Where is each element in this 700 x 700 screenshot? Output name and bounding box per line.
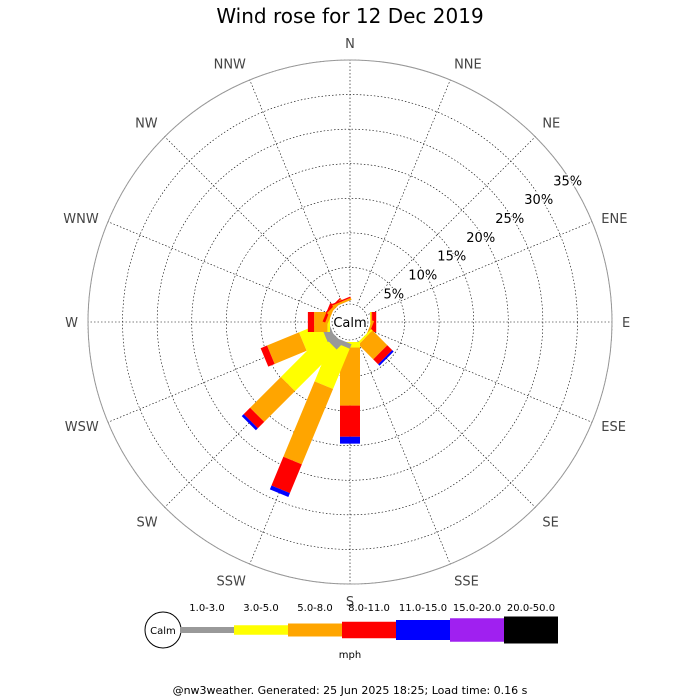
bar-segment-w-3	[307, 312, 315, 332]
grid-ring	[260, 232, 440, 412]
bar-segment-w-2	[314, 312, 328, 332]
radial-tick-label: 25%	[495, 212, 524, 227]
bar-nnw	[331, 296, 352, 308]
direction-label-wsw: WSW	[65, 420, 99, 435]
legend-swatch	[342, 621, 396, 639]
bar-segment-s-2	[340, 347, 360, 406]
direction-label-wnw: WNW	[63, 212, 99, 227]
direction-label-w: W	[65, 316, 78, 331]
direction-label-sse: SSE	[454, 574, 479, 589]
direction-label-sw: SW	[137, 515, 158, 530]
legend-swatch	[504, 616, 558, 644]
radial-tick-label: 30%	[524, 193, 553, 208]
bar-sw	[241, 329, 343, 431]
bar-segment-ssw-2	[283, 381, 334, 465]
chart-title: Wind rose for 12 Dec 2019	[216, 4, 484, 28]
direction-label-ssw: SSW	[217, 574, 247, 589]
bar-segment-s-4	[340, 436, 360, 444]
legend-label: 15.0-20.0	[453, 603, 501, 614]
grid-ring	[191, 163, 509, 481]
spoke-wnw	[107, 221, 332, 315]
bar-segment-sw-2	[250, 376, 296, 422]
legend-unit-label: mph	[339, 650, 361, 661]
bar-se	[357, 329, 394, 366]
bar-segment-ssw-4	[269, 485, 290, 497]
radial-tick-label: 10%	[408, 268, 437, 283]
legend-swatch	[180, 627, 234, 633]
legend-label: 20.0-50.0	[507, 603, 555, 614]
legend-label: 3.0-5.0	[243, 603, 278, 614]
calm-label: Calm	[333, 316, 366, 331]
speed-legend: Calm 1.0-3.0 3.0-5.0 5.0-8.0 8.0-11.0 11.0-15…	[144, 603, 558, 661]
direction-label-se: SE	[542, 515, 558, 530]
bar-segment-wsw-3	[260, 345, 275, 367]
direction-label-ne: NE	[542, 117, 560, 132]
direction-label-nne: NNE	[454, 58, 482, 73]
radial-tick-labels: 5% 10%15%20%25%30%35%	[382, 173, 583, 303]
direction-label-nnw: NNW	[214, 58, 246, 73]
bar-ssw	[269, 336, 352, 497]
bar-segment-sw-1	[280, 335, 337, 392]
legend-label: 8.0-11.0	[348, 603, 390, 614]
footer-text: @nw3weather. Generated: 25 Jun 2025 18:2…	[172, 684, 528, 697]
radial-tick-label: 35%	[553, 174, 582, 189]
calm-ring	[331, 303, 369, 341]
direction-label-ene: ENE	[601, 212, 627, 227]
bar-segment-ssw-3	[271, 456, 302, 494]
grid-ring	[295, 267, 405, 377]
radial-tick-label: 5%	[383, 287, 404, 302]
bar-segment-se-4	[378, 350, 394, 366]
bar-segment-s-3	[340, 405, 360, 437]
bar-segment-ssw-1	[314, 341, 350, 390]
bar-segment-se-1	[357, 329, 373, 345]
bar-segment-sw-4	[241, 414, 258, 431]
direction-label-n: N	[345, 37, 355, 52]
radial-tick-label: 15%	[437, 250, 466, 265]
legend-label: 5.0-8.0	[297, 603, 332, 614]
direction-label-e: E	[622, 316, 630, 331]
direction-label-s: S	[346, 595, 354, 610]
spoke-sse	[357, 340, 451, 565]
legend-swatch	[288, 623, 342, 637]
calm-circle: Calm	[331, 303, 369, 341]
spoke-se	[363, 335, 536, 508]
radial-tick-label: 20%	[466, 231, 495, 246]
legend-calm-label: Calm	[150, 626, 176, 637]
legend-swatch	[234, 625, 288, 635]
direction-labels: N NNE NE ENE E ESE SE SSE S SSW SW WSW W WNW NW NNW	[63, 37, 630, 610]
bar-segment-nnw-2	[332, 297, 352, 308]
legend-swatch	[450, 618, 504, 642]
legend-label: 1.0-3.0	[189, 603, 224, 614]
bar-segment-se-2	[358, 330, 388, 360]
bar-segment-se-3	[373, 345, 393, 365]
grid-ring	[225, 197, 475, 447]
wind-bars	[241, 296, 394, 497]
bar-segment-wsw-2	[267, 332, 307, 365]
direction-label-ese: ESE	[601, 420, 626, 435]
spoke-nnw	[249, 79, 343, 304]
bar-segment-sw-3	[243, 407, 265, 429]
legend-label: 11.0-15.0	[399, 603, 447, 614]
bar-segment-nnw-3	[331, 296, 351, 306]
spoke-ese	[368, 329, 593, 423]
legend-swatch	[396, 620, 450, 640]
spoke-nw	[164, 136, 337, 309]
direction-label-nw: NW	[135, 117, 158, 132]
